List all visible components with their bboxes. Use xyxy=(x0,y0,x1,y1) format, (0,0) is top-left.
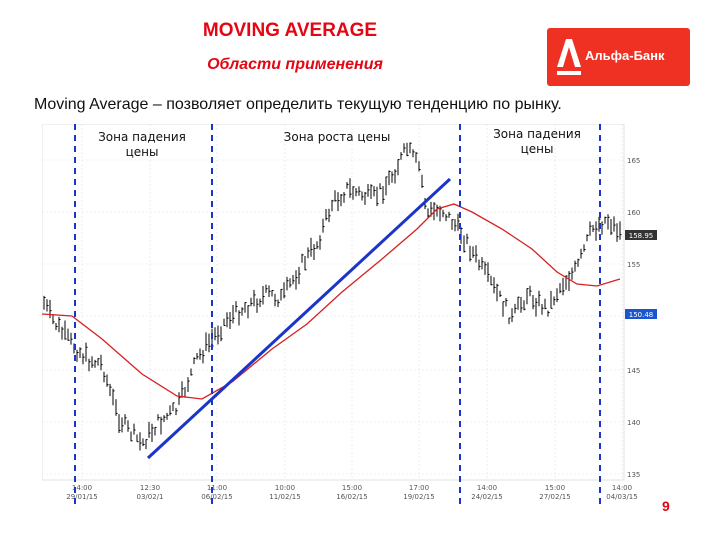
ma-marker-text: 150.48 xyxy=(629,311,654,319)
x-tick-time: 17:00 xyxy=(409,484,429,492)
zone-label: цены xyxy=(126,145,159,159)
price-marker-text: 158.95 xyxy=(629,232,654,240)
zone-label: Зона падения xyxy=(98,130,186,144)
x-tick-time: 11:00 xyxy=(207,484,227,492)
x-tick-date: 06/02/15 xyxy=(201,493,232,501)
x-tick-date: 03/02/1 xyxy=(137,493,164,501)
y-tick-label: 155 xyxy=(627,261,640,269)
x-tick-date: 29/01/15 xyxy=(66,493,97,501)
alfa-letter-icon xyxy=(557,39,581,75)
page-number: 9 xyxy=(662,498,670,514)
price-marker: 158.95 xyxy=(625,230,657,240)
y-tick-label: 160 xyxy=(627,209,640,217)
zone-label: цены xyxy=(521,142,554,156)
slide-headline: Moving Average – позволяет определить те… xyxy=(34,96,562,113)
price-marker-box xyxy=(625,230,657,240)
moving-average-line xyxy=(42,203,621,400)
slide-title: MOVING AVERAGE xyxy=(202,20,378,41)
x-tick-time: 14:00 xyxy=(72,484,92,492)
x-tick-date: 16/02/15 xyxy=(336,493,367,501)
x-tick-time: 15:00 xyxy=(545,484,565,492)
x-tick-time: 14:00 xyxy=(477,484,497,492)
x-tick-date: 04/03/15 xyxy=(606,493,637,501)
x-tick-date: 27/02/15 xyxy=(539,493,570,501)
grid xyxy=(42,124,624,480)
trend-line xyxy=(146,177,452,460)
zone-label: Зона падения xyxy=(493,127,581,141)
y-tick-label: 140 xyxy=(627,419,640,427)
alfa-bank-logo: Альфа-Банк xyxy=(547,28,690,86)
x-tick-time: 15:00 xyxy=(342,484,362,492)
x-tick-date: 24/02/15 xyxy=(471,493,502,501)
y-tick-label: 145 xyxy=(627,367,640,375)
x-tick-time: 12:30 xyxy=(140,484,160,492)
axis-ticks: 16516015515014514013514:0029/01/1512:300… xyxy=(66,157,640,501)
price-chart: 16516015515014514013514:0029/01/1512:300… xyxy=(42,124,662,504)
slide-subtitle: Области применения xyxy=(207,56,383,73)
x-tick-time: 14:00 xyxy=(612,484,632,492)
y-tick-label: 165 xyxy=(627,157,640,165)
x-tick-date: 11/02/15 xyxy=(269,493,300,501)
zone-label: Зона роста цены xyxy=(284,130,391,144)
x-tick-time: 10:00 xyxy=(275,484,295,492)
ma-marker: 150.48 xyxy=(625,309,657,319)
logo-text: Альфа-Банк xyxy=(585,48,665,63)
y-tick-label: 135 xyxy=(627,471,640,479)
x-tick-date: 19/02/15 xyxy=(403,493,434,501)
ma-marker-box xyxy=(625,309,657,319)
zone-dividers xyxy=(74,124,601,504)
price-bars xyxy=(43,142,622,451)
